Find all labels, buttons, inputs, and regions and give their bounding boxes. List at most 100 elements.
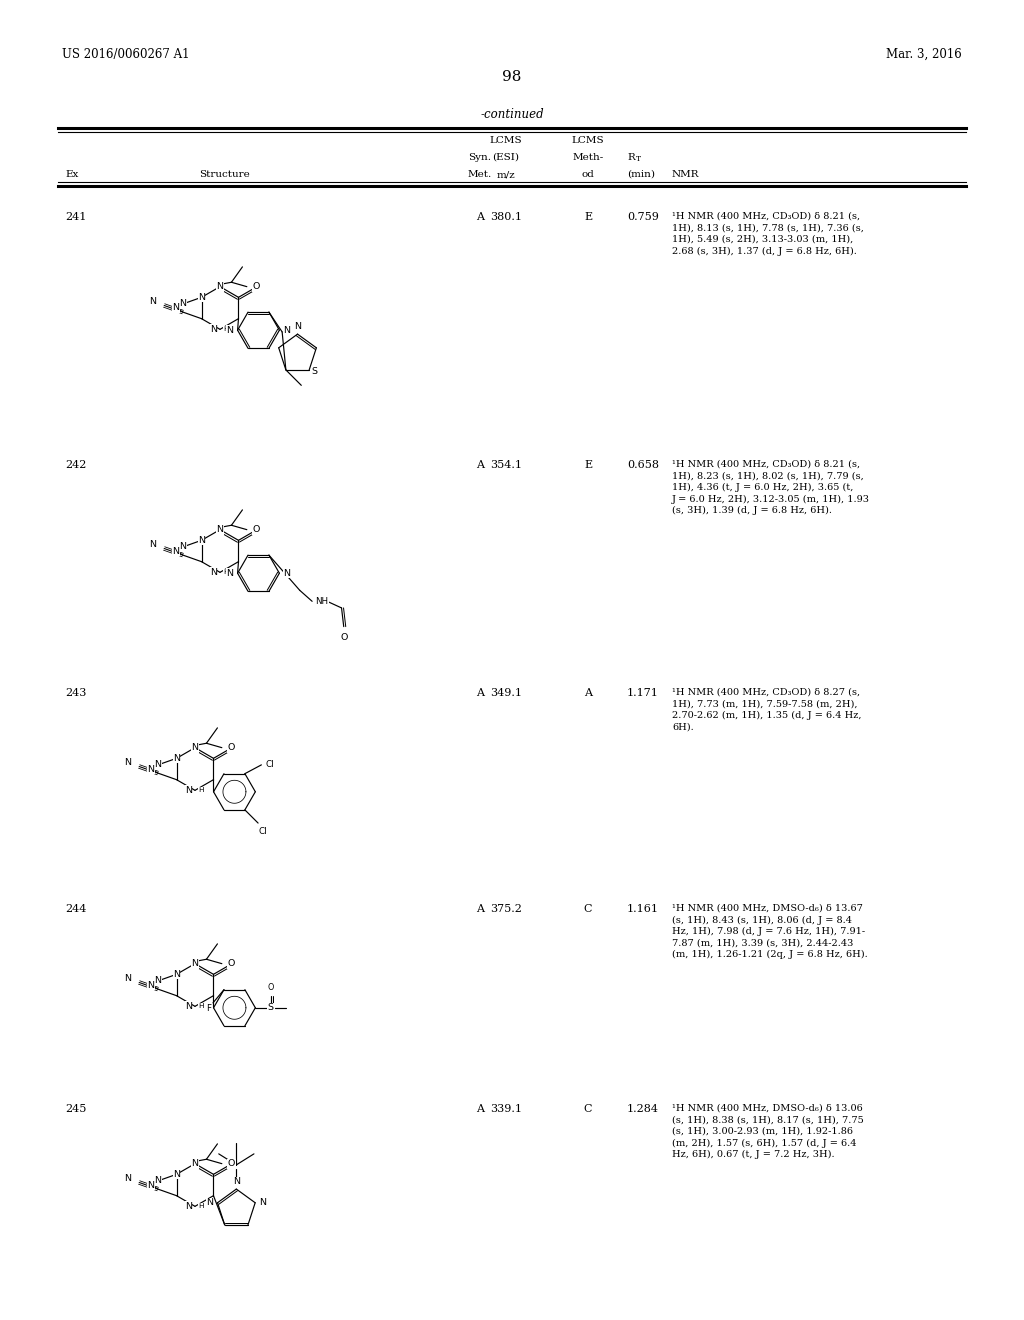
Text: 2.70-2.62 (m, 1H), 1.35 (d, J = 6.4 Hz,: 2.70-2.62 (m, 1H), 1.35 (d, J = 6.4 Hz,	[672, 711, 861, 721]
Text: LCMS: LCMS	[489, 136, 522, 145]
Text: N: N	[173, 754, 180, 763]
Text: 1.171: 1.171	[627, 688, 658, 698]
Text: 349.1: 349.1	[490, 688, 522, 698]
Text: N: N	[179, 543, 186, 552]
Text: (s, 1H), 8.38 (s, 1H), 8.17 (s, 1H), 7.75: (s, 1H), 8.38 (s, 1H), 8.17 (s, 1H), 7.7…	[672, 1115, 864, 1125]
Text: Syn.: Syn.	[469, 153, 492, 162]
Text: N: N	[191, 743, 199, 752]
Text: Cl: Cl	[258, 826, 267, 836]
Text: 98: 98	[503, 70, 521, 84]
Text: od: od	[582, 170, 595, 180]
Text: O: O	[253, 282, 260, 292]
Text: N: N	[185, 1201, 193, 1210]
Text: Mar. 3, 2016: Mar. 3, 2016	[886, 48, 962, 61]
Text: O: O	[340, 632, 347, 642]
Text: LCMS: LCMS	[571, 136, 604, 145]
Text: 354.1: 354.1	[490, 459, 522, 470]
Text: Ex: Ex	[65, 170, 79, 180]
Text: N: N	[172, 546, 179, 556]
Text: N: N	[216, 282, 223, 292]
Text: 375.2: 375.2	[490, 904, 522, 913]
Text: N: N	[147, 764, 155, 774]
Text: N: N	[172, 304, 179, 313]
Text: (s, 3H), 1.39 (d, J = 6.8 Hz, 6H).: (s, 3H), 1.39 (d, J = 6.8 Hz, 6H).	[672, 506, 831, 515]
Text: 1H), 8.13 (s, 1H), 7.78 (s, 1H), 7.36 (s,: 1H), 8.13 (s, 1H), 7.78 (s, 1H), 7.36 (s…	[672, 223, 864, 232]
Text: ¹H NMR (400 MHz, CD₃OD) δ 8.27 (s,: ¹H NMR (400 MHz, CD₃OD) δ 8.27 (s,	[672, 688, 860, 697]
Text: N: N	[210, 325, 217, 334]
Text: -continued: -continued	[480, 108, 544, 121]
Text: Hz, 1H), 7.98 (d, J = 7.6 Hz, 1H), 7.91-: Hz, 1H), 7.98 (d, J = 7.6 Hz, 1H), 7.91-	[672, 927, 865, 936]
Text: 0.658: 0.658	[627, 459, 659, 470]
Text: ¹H NMR (400 MHz, DMSO-d₆) δ 13.67: ¹H NMR (400 MHz, DMSO-d₆) δ 13.67	[672, 904, 863, 913]
Text: S: S	[311, 367, 317, 376]
Text: N: N	[191, 1159, 199, 1168]
Text: 1H), 4.36 (t, J = 6.0 Hz, 2H), 3.65 (t,: 1H), 4.36 (t, J = 6.0 Hz, 2H), 3.65 (t,	[672, 483, 853, 492]
Text: 2.68 (s, 3H), 1.37 (d, J = 6.8 Hz, 6H).: 2.68 (s, 3H), 1.37 (d, J = 6.8 Hz, 6H).	[672, 247, 857, 256]
Text: E: E	[584, 459, 592, 470]
Text: Cl: Cl	[265, 760, 273, 770]
Text: 1.161: 1.161	[627, 904, 659, 913]
Text: 242: 242	[65, 459, 86, 470]
Text: 7.87 (m, 1H), 3.39 (s, 3H), 2.44-2.43: 7.87 (m, 1H), 3.39 (s, 3H), 2.44-2.43	[672, 939, 853, 948]
Text: ¹H NMR (400 MHz, DMSO-d₆) δ 13.06: ¹H NMR (400 MHz, DMSO-d₆) δ 13.06	[672, 1104, 863, 1113]
Text: N: N	[216, 525, 223, 535]
Text: 245: 245	[65, 1104, 86, 1114]
Text: N: N	[259, 1199, 266, 1208]
Text: 1H), 8.23 (s, 1H), 8.02 (s, 1H), 7.79 (s,: 1H), 8.23 (s, 1H), 8.02 (s, 1H), 7.79 (s…	[672, 471, 864, 480]
Text: A: A	[476, 688, 484, 698]
Text: A: A	[584, 688, 592, 698]
Text: N: N	[284, 326, 291, 335]
Text: 244: 244	[65, 904, 86, 913]
Text: R: R	[627, 153, 635, 162]
Text: ¹H NMR (400 MHz, CD₃OD) δ 8.21 (s,: ¹H NMR (400 MHz, CD₃OD) δ 8.21 (s,	[672, 459, 860, 469]
Text: (m, 1H), 1.26-1.21 (2q, J = 6.8 Hz, 6H).: (m, 1H), 1.26-1.21 (2q, J = 6.8 Hz, 6H).	[672, 950, 867, 960]
Text: (s, 1H), 3.00-2.93 (m, 1H), 1.92-1.86: (s, 1H), 3.00-2.93 (m, 1H), 1.92-1.86	[672, 1127, 853, 1137]
Text: 1H), 7.73 (m, 1H), 7.59-7.58 (m, 2H),: 1H), 7.73 (m, 1H), 7.59-7.58 (m, 2H),	[672, 700, 857, 709]
Text: N: N	[150, 297, 157, 306]
Text: N: N	[155, 1176, 162, 1185]
Text: E: E	[584, 213, 592, 222]
Text: N: N	[185, 785, 193, 795]
Text: O: O	[267, 983, 274, 993]
Text: N: N	[150, 540, 157, 549]
Text: N: N	[124, 758, 131, 767]
Text: H: H	[223, 326, 228, 333]
Text: H: H	[223, 569, 228, 576]
Text: 0.759: 0.759	[627, 213, 658, 222]
Text: F: F	[206, 1005, 211, 1012]
Text: A: A	[476, 904, 484, 913]
Text: T: T	[636, 154, 641, 162]
Text: Meth-: Meth-	[572, 153, 603, 162]
Text: ¹H NMR (400 MHz, CD₃OD) δ 8.21 (s,: ¹H NMR (400 MHz, CD₃OD) δ 8.21 (s,	[672, 213, 860, 220]
Text: N: N	[124, 1173, 131, 1183]
Text: Hz, 6H), 0.67 (t, J = 7.2 Hz, 3H).: Hz, 6H), 0.67 (t, J = 7.2 Hz, 3H).	[672, 1150, 835, 1159]
Text: O: O	[253, 525, 260, 535]
Text: N: N	[198, 293, 205, 302]
Text: (min): (min)	[627, 170, 655, 180]
Text: (ESI): (ESI)	[493, 153, 519, 162]
Text: C: C	[584, 904, 592, 913]
Text: O: O	[228, 960, 236, 969]
Text: J = 6.0 Hz, 2H), 3.12-3.05 (m, 1H), 1.93: J = 6.0 Hz, 2H), 3.12-3.05 (m, 1H), 1.93	[672, 495, 870, 504]
Text: O: O	[228, 743, 236, 752]
Text: US 2016/0060267 A1: US 2016/0060267 A1	[62, 48, 189, 61]
Text: N: N	[226, 569, 233, 578]
Text: N: N	[185, 1002, 193, 1011]
Text: C: C	[584, 1104, 592, 1114]
Text: N: N	[198, 536, 205, 545]
Text: 380.1: 380.1	[490, 213, 522, 222]
Text: NH: NH	[315, 597, 329, 606]
Text: N: N	[155, 977, 162, 986]
Text: A: A	[476, 213, 484, 222]
Text: S: S	[267, 1003, 273, 1012]
Text: (m, 2H), 1.57 (s, 6H), 1.57 (d, J = 6.4: (m, 2H), 1.57 (s, 6H), 1.57 (d, J = 6.4	[672, 1138, 856, 1147]
Text: N: N	[294, 322, 301, 331]
Text: 243: 243	[65, 688, 86, 698]
Text: H: H	[198, 1003, 204, 1010]
Text: N: N	[179, 300, 186, 309]
Text: O: O	[228, 1159, 236, 1168]
Text: 6H).: 6H).	[672, 722, 693, 731]
Text: N: N	[226, 326, 233, 335]
Text: A: A	[476, 1104, 484, 1114]
Text: A: A	[476, 459, 484, 470]
